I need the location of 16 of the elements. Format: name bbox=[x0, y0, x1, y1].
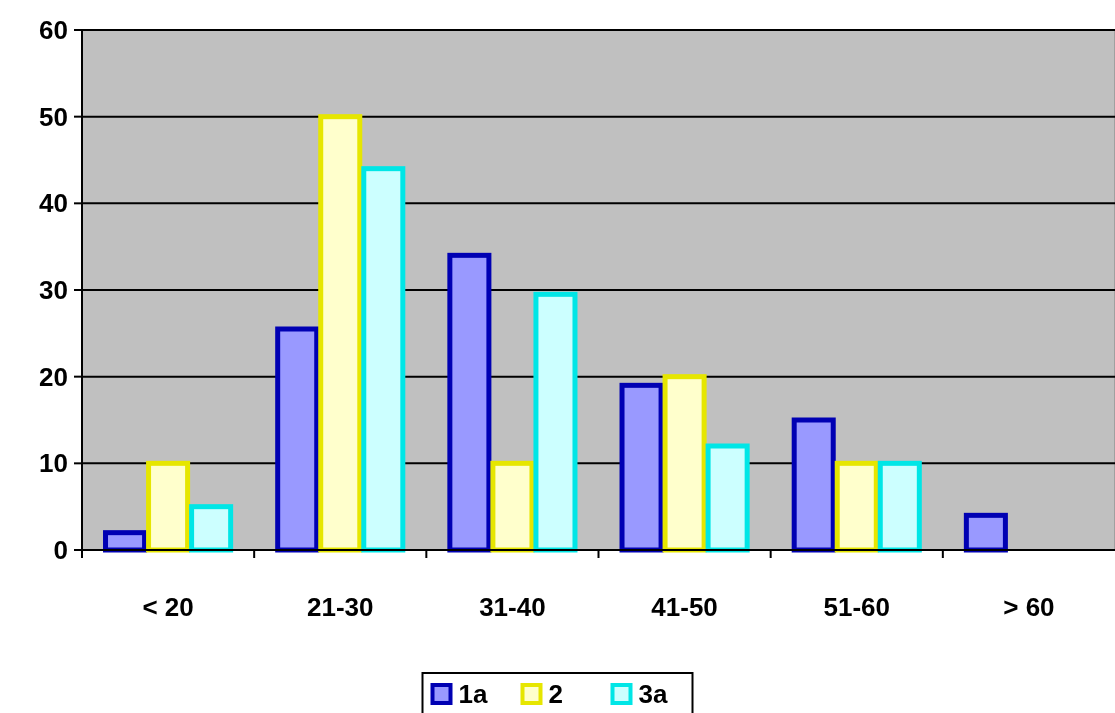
y-tick-label: 10 bbox=[39, 448, 68, 479]
y-tick-label: 30 bbox=[39, 275, 68, 306]
legend-label: 3a bbox=[638, 679, 668, 710]
y-tick-label: 20 bbox=[39, 361, 68, 392]
y-tick-label: 60 bbox=[39, 15, 68, 46]
y-tick-label: 50 bbox=[39, 101, 68, 132]
y-tick-label: 0 bbox=[53, 535, 68, 566]
x-tick-label: 21-30 bbox=[307, 592, 374, 622]
x-tick-label: < 20 bbox=[142, 592, 194, 622]
y-tick-label: 40 bbox=[39, 188, 68, 219]
legend-label: 1a bbox=[458, 679, 488, 710]
x-tick-label: 51-60 bbox=[823, 592, 890, 622]
x-tick-label: 31-40 bbox=[479, 592, 546, 622]
x-tick-label: > 60 bbox=[1003, 592, 1055, 622]
legend-label: 2 bbox=[548, 679, 563, 710]
x-tick-label: 41-50 bbox=[651, 592, 718, 622]
